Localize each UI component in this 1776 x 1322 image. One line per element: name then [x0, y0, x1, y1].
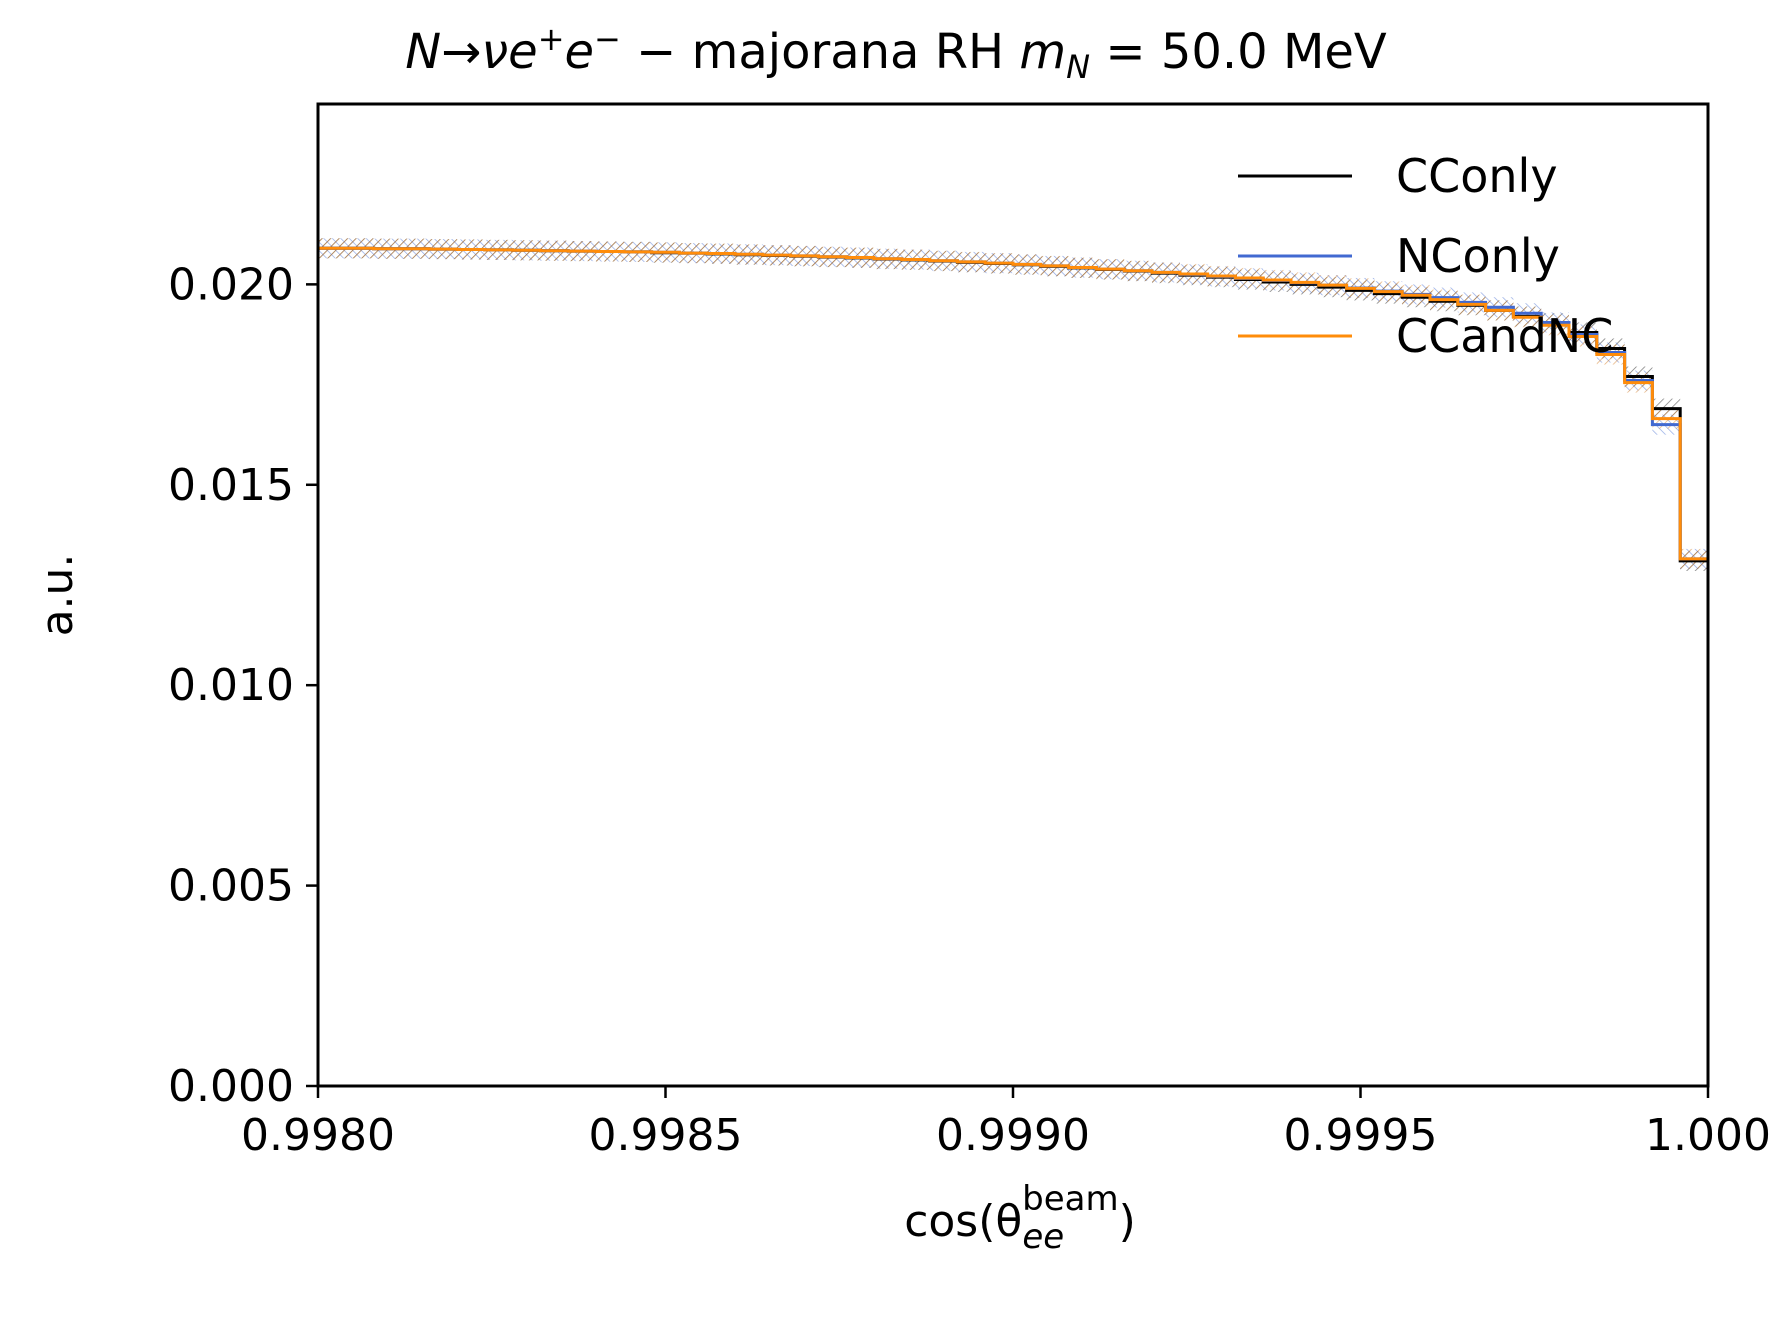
- series-line-CCandNC: [318, 246, 1708, 561]
- y-axis-ticks: 0.000 0.005 0.010 0.015 0.020: [168, 259, 318, 1112]
- x-axis-label: cos(θeebeam): [904, 1179, 1136, 1257]
- y-tick-label: 0.020: [168, 259, 294, 310]
- series-line-CConly: [318, 246, 1708, 563]
- series-band-NConly: [318, 238, 1708, 569]
- title-main: N→νe: [405, 24, 537, 80]
- title-sub: N: [1066, 48, 1090, 86]
- y-tick-label: 0.000: [168, 1061, 294, 1112]
- y-tick-label: 0.005: [168, 861, 294, 912]
- y-tick-label: 0.015: [168, 460, 294, 511]
- xlabel-sup: beam: [1022, 1179, 1118, 1219]
- legend-item: CConly: [1238, 149, 1558, 203]
- title-e: e: [565, 24, 595, 80]
- plot-area: [318, 238, 1708, 571]
- x-tick-label: 0.9990: [936, 1110, 1090, 1161]
- x-tick-label: 0.9980: [241, 1110, 395, 1161]
- legend-item: CCandNC: [1238, 309, 1613, 363]
- series-band-CConly: [318, 238, 1708, 571]
- legend: CConly NConly CCandNC: [1238, 149, 1613, 363]
- y-tick-label: 0.010: [168, 660, 294, 711]
- legend-label: CConly: [1396, 149, 1558, 203]
- series-line-NConly: [318, 246, 1708, 561]
- title-m: m: [1019, 24, 1066, 80]
- legend-label: NConly: [1396, 229, 1560, 283]
- x-axis-ticks: 0.9980 0.9985 0.9990 0.9995 1.000: [241, 1086, 1771, 1161]
- title-dash: − majorana RH: [621, 24, 1020, 80]
- series-band-CCandNC: [318, 238, 1708, 569]
- title-rest: = 50.0 MeV: [1090, 24, 1387, 80]
- legend-label: CCandNC: [1396, 309, 1613, 363]
- x-tick-label: 1.000: [1645, 1110, 1771, 1161]
- legend-item: NConly: [1238, 229, 1560, 283]
- title-plus: +: [538, 20, 565, 58]
- plot-frame: [316, 102, 1710, 1088]
- xlabel-pre: cos(θ: [904, 1196, 1022, 1247]
- xlabel-sub: ee: [1022, 1217, 1064, 1257]
- xlabel-post: ): [1119, 1196, 1136, 1247]
- chart-title: N→νe+e− − majorana RH mN = 50.0 MeV: [405, 20, 1387, 86]
- y-axis-label: a.u.: [32, 554, 83, 637]
- title-minus: −: [594, 20, 621, 58]
- x-tick-label: 0.9985: [589, 1110, 743, 1161]
- x-tick-label: 0.9995: [1284, 1110, 1438, 1161]
